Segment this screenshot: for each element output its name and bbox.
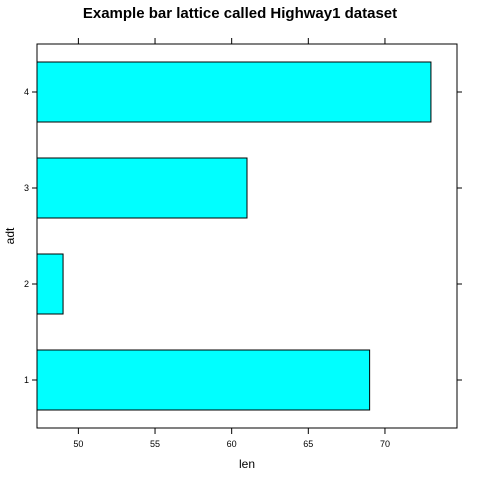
plot-panel [36,43,458,429]
bar-adt-3 [36,157,248,219]
y-axis-label: adt [3,227,17,244]
bar-adt-1 [36,349,371,411]
x-tick-label: 50 [73,439,83,449]
y-axis-ticks: 1 2 3 4 [24,87,462,385]
bar-adt-4 [36,61,432,123]
y-tick-label: 2 [24,279,29,289]
bars-group [36,61,432,411]
x-tick-label: 70 [380,439,390,449]
x-tick-label: 65 [303,439,313,449]
x-tick-label: 55 [150,439,160,449]
y-tick-label: 1 [24,375,29,385]
x-tick-label: 60 [227,439,237,449]
bar-adt-2 [36,253,64,315]
y-tick-label: 3 [24,183,29,193]
y-tick-label: 4 [24,87,29,97]
x-axis-ticks: 50 55 60 65 70 [73,38,390,449]
chart-title: Example bar lattice called Highway1 data… [83,5,397,22]
x-axis-label: len [239,457,255,471]
